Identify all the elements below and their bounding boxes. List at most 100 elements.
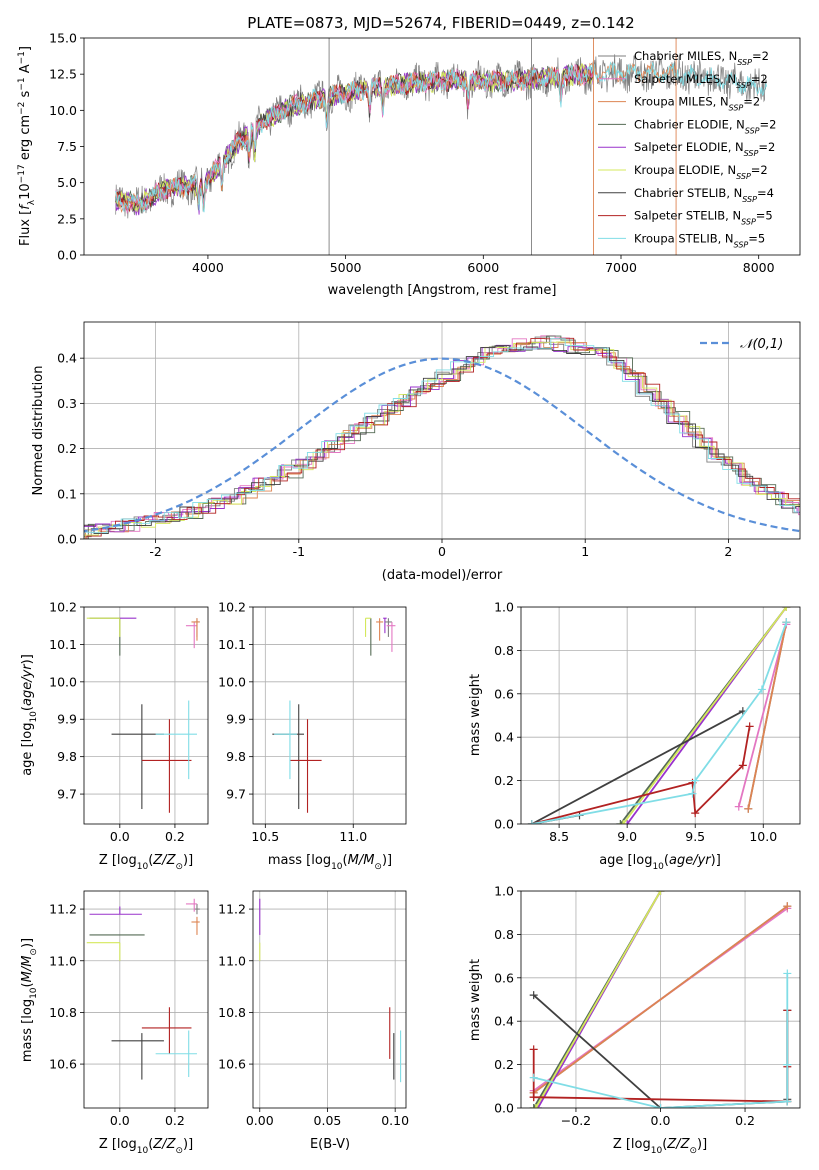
tick-label-y: 9.7 (57, 787, 77, 802)
spectrum-xlabel: wavelength [Angstrom, rest frame] (328, 283, 557, 298)
legend-sub: SSP (745, 126, 760, 135)
tick-label-y: 11.0 (49, 953, 77, 968)
residuals-ylabel: Normed distribution (31, 366, 46, 496)
plot-area-age_vs_Z (84, 607, 208, 824)
label-part: M/M (348, 853, 375, 868)
weight-marker (619, 820, 628, 824)
label-part: Z/Z (152, 1137, 176, 1152)
label-part: ⊙ (689, 1146, 697, 1156)
label-part: )] (697, 1137, 707, 1152)
errorbar-salpeter-elodie (89, 906, 142, 915)
tick-label-y: 0.4 (57, 351, 77, 366)
legend-sub: SSP (734, 240, 749, 249)
tick-label-y: 0.4 (494, 1014, 514, 1029)
tick-label-x: 5000 (330, 260, 362, 275)
spectrum-line-kroupa-elodie (115, 63, 594, 213)
weight-marker (757, 685, 766, 694)
residual-legend: 𝒩(0,1) (700, 337, 783, 352)
errorbar-kroupa-stelib (155, 1030, 197, 1077)
label-part: ⊙ (374, 862, 382, 872)
tick-label-x: 0.00 (246, 1113, 274, 1128)
tick-label-x: 10.5 (251, 829, 279, 844)
axes-frame-age_vs_Z (83, 606, 209, 825)
label-part: Flux [ (18, 210, 33, 246)
weight-line (737, 624, 788, 807)
label-part: ( (20, 982, 35, 987)
errorbar-chabrier-miles (194, 903, 200, 915)
plot-area-weight_vs_age (521, 607, 800, 824)
tick-label-x: 9.5 (685, 829, 705, 844)
tick-label-y: 12.5 (49, 67, 77, 82)
tick-label-y: 0.2 (494, 1057, 514, 1072)
legend-name: Chabrier STELIB, N (634, 186, 742, 200)
errorbar-salpeter-miles (386, 621, 396, 652)
weight-line (747, 622, 788, 809)
tick-label-y: 10.0 (218, 674, 246, 689)
tick-label-y: 11.2 (218, 902, 246, 917)
legend-value: =2 (751, 163, 768, 177)
axes-frame-age_vs_mass (252, 606, 407, 825)
ticks-age_vs_Z: 0.0 0.2 9.7 9.8 9.9 10.0 10.1 10.2 (49, 600, 185, 845)
grid-mass_vs_Z (84, 891, 208, 1108)
tick-label-x: 0.10 (381, 1113, 409, 1128)
tick-label-x: 8000 (743, 260, 775, 275)
errorbar-kroupa-elodie (86, 942, 121, 961)
weight-marker (531, 1104, 540, 1108)
weight-marker (656, 1104, 665, 1108)
tick-label-y: 1.0 (494, 884, 514, 899)
legend-name: Salpeter ELODIE, N (634, 140, 744, 154)
plot-area-mass_vs_Z (84, 891, 208, 1108)
weight-line (531, 621, 788, 824)
tick-label-x: 7000 (605, 260, 637, 275)
label-part: 10 (29, 711, 39, 723)
tick-label-y: 7.5 (57, 139, 77, 154)
label-part: age/yr (20, 663, 35, 706)
axes-frame-weight_vs_age (520, 606, 801, 825)
ticks-spectrum: 4000 5000 6000 7000 8000 0.0 2.5 5.0 7.5 10.0 12.5… (49, 31, 774, 276)
legend-label: Salpeter STELIB, NSSP=5 (634, 209, 773, 227)
errorbar-kroupa-miles (376, 618, 384, 641)
errorbar-salpeter-stelib (289, 719, 322, 813)
tick-label-x: 0.0 (110, 829, 130, 844)
label-part: ⊙ (29, 948, 39, 956)
weight-marker (616, 820, 625, 824)
tick-label-y: 10.8 (49, 1005, 77, 1020)
weight-line (622, 607, 788, 824)
axes-frame-weight_vs_Z (520, 890, 801, 1109)
plot-area-weight_vs_Z (521, 891, 800, 1108)
label-part: ( (20, 706, 35, 711)
label-part: 10 (137, 862, 149, 872)
tick-label-y: 0.1 (57, 486, 77, 501)
weight-marker (529, 1093, 538, 1102)
tick-label-y: 10.0 (49, 674, 77, 689)
legend-sub: SSP (741, 217, 756, 226)
label-part: 10 (651, 1146, 663, 1156)
legend-label: Kroupa ELODIE, NSSP=2 (634, 163, 768, 181)
weight-marker (782, 618, 791, 627)
histogram-kroupa-elodie (84, 341, 800, 539)
label-part: 10 (137, 1146, 149, 1156)
errorbar-kroupa-stelib (155, 700, 197, 780)
label-part: )] (20, 654, 35, 664)
label-part: ( (664, 853, 669, 868)
grid-mass_vs_EBV (253, 891, 406, 1108)
label-part: λ (27, 199, 37, 205)
weight-series-kroupa-elodie (619, 607, 791, 824)
residuals-xlabel: (data-model)/error (382, 568, 503, 583)
weight-marker (656, 891, 665, 895)
legend-value: =4 (757, 186, 774, 200)
plot-area-residuals (84, 322, 800, 539)
label-part: A (18, 64, 33, 77)
histogram-kroupa-stelib (84, 338, 800, 534)
tick-label-x: 2 (724, 544, 732, 559)
legend-value: =2 (743, 95, 760, 109)
errorbar-kroupa-stelib (274, 700, 297, 780)
tick-label-y: 0.8 (494, 927, 514, 942)
errorbar-salpeter-miles (185, 621, 197, 649)
weight-marker (529, 991, 538, 1000)
legend-name: Chabrier MILES, N (634, 49, 737, 63)
tick-label-y: 15.0 (49, 31, 77, 46)
age-vs-z-xlabel: Z [log10(Z/Z⊙)] (99, 853, 193, 872)
tick-label-y: 0.4 (494, 730, 514, 745)
